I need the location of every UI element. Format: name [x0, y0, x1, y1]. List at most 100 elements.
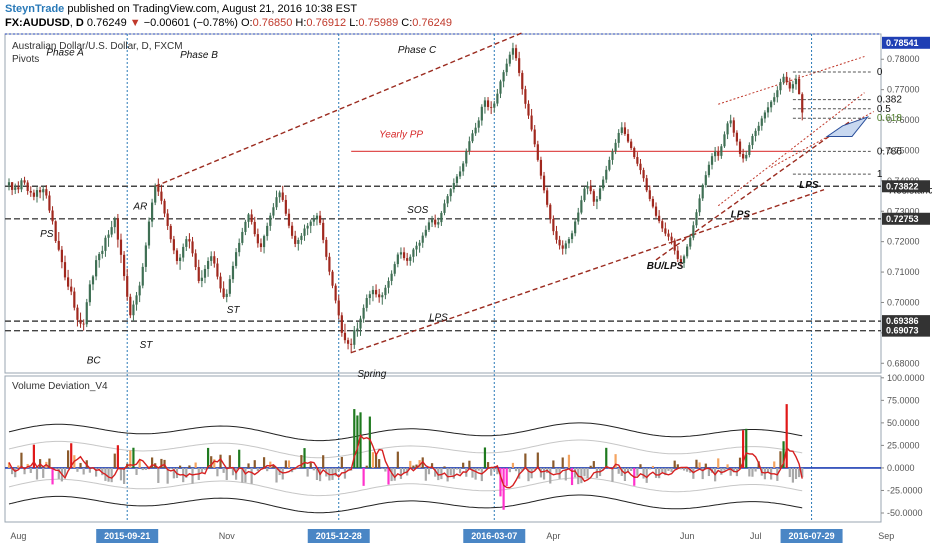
- volume-axis-label: 50.0000: [887, 418, 920, 428]
- candle: [536, 140, 539, 162]
- candle: [679, 255, 683, 267]
- candle-body: [546, 190, 549, 205]
- volume-bar: [371, 452, 375, 468]
- candle-body: [312, 219, 315, 222]
- candle: [318, 210, 322, 226]
- candle-body: [203, 268, 207, 278]
- candle: [502, 69, 505, 88]
- candle-body: [250, 214, 253, 222]
- symbol-line: FX:AUDUSD, D 0.76249 ▼ −0.00601 (−0.78%)…: [5, 17, 453, 29]
- candle-body: [620, 127, 623, 133]
- volume-bar: [443, 466, 446, 468]
- volume-bar: [533, 467, 536, 470]
- candle-body: [150, 202, 154, 222]
- volume-bar: [250, 467, 253, 484]
- candle: [527, 100, 530, 119]
- candle: [378, 288, 381, 303]
- candle: [698, 194, 701, 216]
- candle-body: [387, 280, 390, 288]
- candle: [216, 258, 219, 280]
- candle-body: [126, 276, 129, 297]
- candle-body: [32, 192, 35, 197]
- candle: [234, 248, 238, 269]
- candle-body: [561, 245, 564, 249]
- volume-bar: [138, 460, 141, 468]
- candle: [206, 257, 210, 277]
- time-axis-label: Jun: [680, 531, 695, 541]
- candle: [530, 108, 533, 132]
- volume-bar: [614, 454, 617, 468]
- low-value: 0.75989: [358, 17, 399, 29]
- price-tag: [882, 180, 930, 193]
- symbol[interactable]: FX:AUDUSD: [5, 17, 70, 29]
- volume-bar: [654, 467, 658, 478]
- volume-bar: [589, 465, 592, 468]
- candle: [614, 139, 617, 155]
- candle: [11, 182, 14, 196]
- candle: [710, 153, 714, 170]
- candle-body: [760, 118, 763, 126]
- candle-body: [219, 276, 222, 289]
- volume-bar: [418, 460, 421, 468]
- volume-bar: [664, 467, 667, 476]
- candle: [129, 293, 132, 319]
- candle-body: [726, 123, 729, 135]
- fib-level-label: 0.618: [877, 113, 902, 124]
- candle: [658, 210, 661, 224]
- candle: [185, 236, 188, 251]
- candle: [798, 74, 801, 95]
- candle: [689, 233, 692, 250]
- candle-body: [393, 264, 396, 274]
- candle: [539, 156, 543, 180]
- candle-body: [766, 107, 770, 113]
- volume-bar: [717, 458, 720, 468]
- candle-body: [154, 186, 157, 203]
- candle-body: [147, 221, 151, 246]
- candle-body: [757, 125, 760, 131]
- volume-bar: [20, 452, 23, 468]
- candle: [42, 186, 45, 201]
- pivots-indicator-label[interactable]: Pivots: [12, 54, 40, 65]
- volume-bar: [262, 457, 266, 468]
- candle-body: [262, 236, 266, 248]
- trend-channel-line: [350, 189, 825, 354]
- volume-bar: [801, 467, 804, 478]
- volume-bar: [144, 467, 147, 470]
- volume-bar: [471, 467, 474, 478]
- candle: [714, 146, 717, 162]
- candle: [188, 233, 191, 249]
- author-link[interactable]: SteynTrade: [5, 3, 65, 15]
- candle: [602, 176, 605, 191]
- candle-body: [135, 295, 138, 305]
- volume-bar: [381, 467, 384, 469]
- candle: [157, 178, 160, 196]
- candle-body: [623, 127, 627, 134]
- candle-body: [636, 157, 639, 164]
- series-title[interactable]: Australian Dollar/U.S. Dollar, D, FXCM: [12, 41, 183, 52]
- volume-bar: [272, 465, 275, 468]
- candle: [213, 251, 216, 268]
- candle: [667, 229, 670, 241]
- candle-body: [241, 231, 244, 243]
- volume-bar: [549, 467, 552, 484]
- candle-body: [661, 221, 664, 229]
- candle: [533, 125, 536, 148]
- candle: [661, 219, 664, 232]
- candle-body: [51, 210, 54, 222]
- candle: [636, 152, 639, 167]
- volume-indicator-title[interactable]: Volume Deviation_V4: [12, 381, 108, 392]
- volume-bar: [259, 467, 263, 469]
- volume-bar: [561, 457, 564, 468]
- fib-level-label: 0: [877, 67, 883, 78]
- date-tag: [780, 529, 843, 543]
- last-price: 0.76249: [86, 17, 127, 29]
- candle: [294, 230, 297, 248]
- candle: [542, 171, 546, 194]
- volume-bar: [157, 467, 160, 483]
- candle-body: [35, 190, 39, 197]
- candle-body: [574, 221, 577, 234]
- candle: [396, 252, 399, 268]
- wyckoff-annotation: BC: [87, 355, 102, 366]
- candle-body: [297, 240, 300, 244]
